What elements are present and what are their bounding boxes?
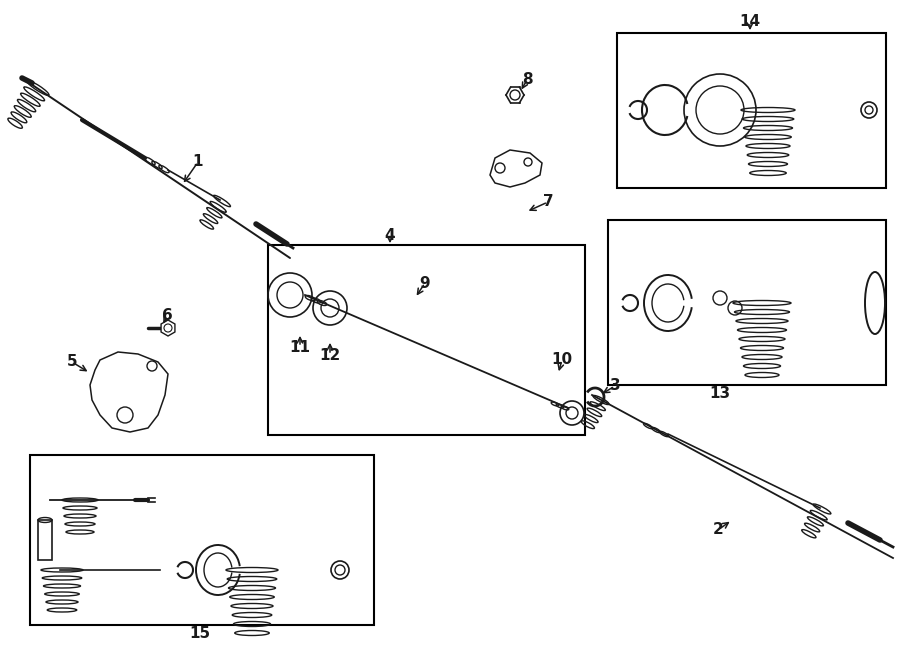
Text: 9: 9	[419, 276, 430, 290]
Text: 11: 11	[290, 340, 310, 354]
Text: 12: 12	[320, 348, 340, 362]
Text: 2: 2	[713, 522, 724, 537]
Text: 6: 6	[162, 309, 173, 323]
Text: 3: 3	[609, 379, 620, 393]
Bar	[30, 455, 374, 625]
Text: 10: 10	[552, 352, 572, 368]
Bar	[608, 220, 886, 385]
Bar	[268, 245, 585, 435]
Text: 5: 5	[67, 354, 77, 369]
Text: 1: 1	[193, 155, 203, 169]
Bar	[38, 520, 52, 560]
Text: 8: 8	[522, 73, 532, 87]
Text: 4: 4	[384, 229, 395, 243]
Bar	[617, 33, 886, 188]
Text: 7: 7	[543, 194, 553, 210]
Text: 14: 14	[740, 15, 760, 30]
Text: 13: 13	[709, 385, 731, 401]
Polygon shape	[161, 320, 175, 336]
Text: 15: 15	[189, 625, 211, 641]
